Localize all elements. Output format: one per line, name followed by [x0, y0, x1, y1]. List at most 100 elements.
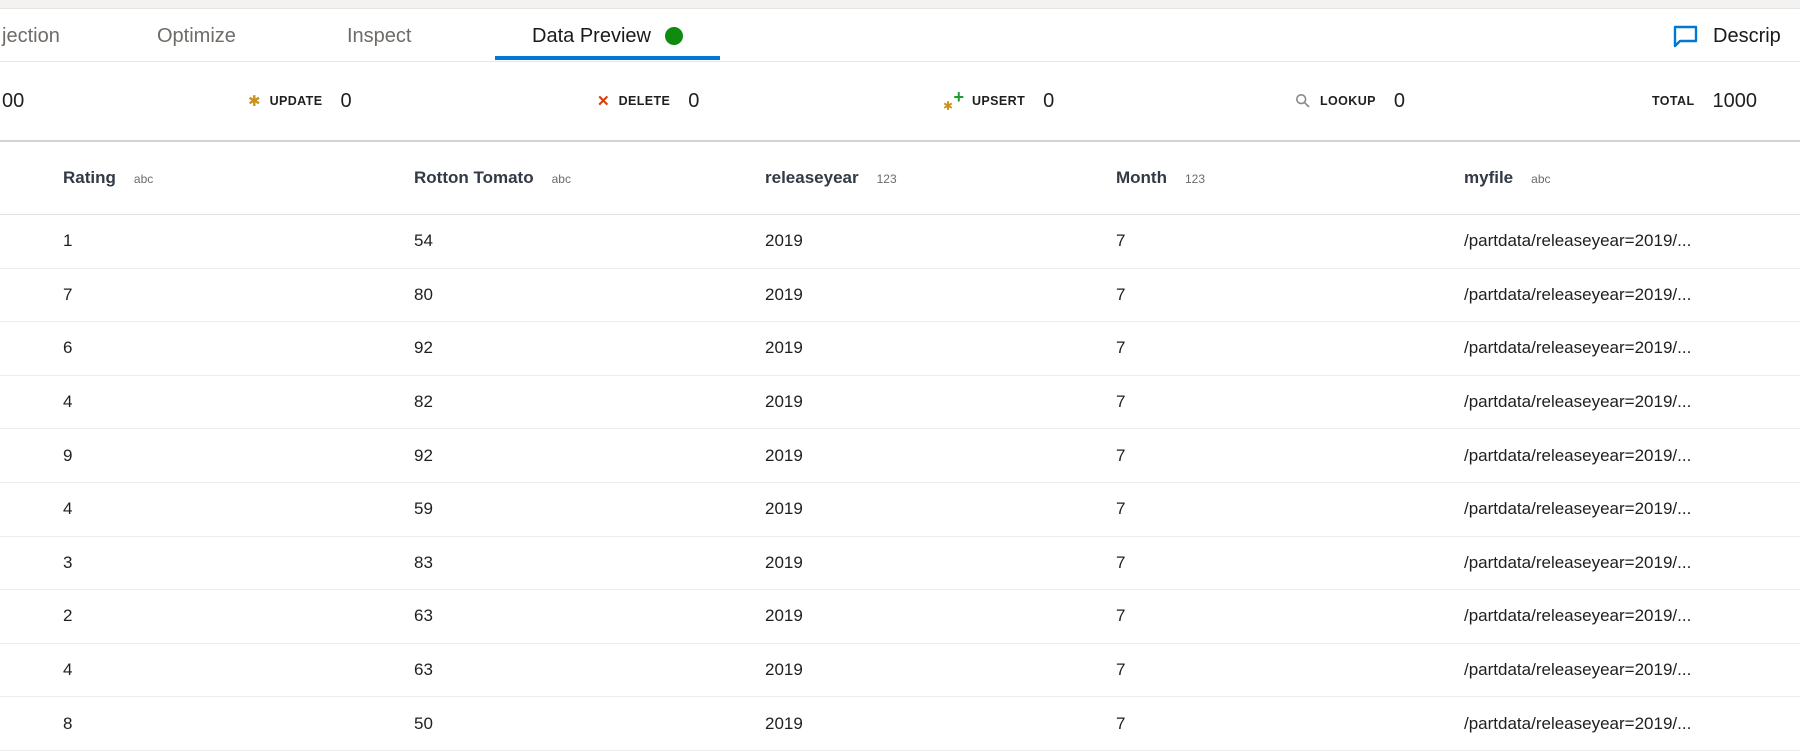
- tab-projection[interactable]: jection: [2, 24, 60, 47]
- table-cell: 2019: [765, 660, 803, 680]
- table-cell: /partdata/releaseyear=2019/...: [1464, 392, 1692, 412]
- table-row: 7 80 2019 7/partdata/releaseyear=2019/...: [0, 269, 1800, 323]
- table-cell: 92: [414, 338, 433, 358]
- stat-label: UPDATE: [269, 94, 323, 108]
- table-cell: 7: [1116, 499, 1126, 519]
- table-cell: 54: [414, 231, 433, 251]
- stat-value: 1000: [1712, 89, 1758, 112]
- table-row: 4 63 2019 7/partdata/releaseyear=2019/...: [0, 644, 1800, 698]
- tab-inspect[interactable]: Inspect: [347, 24, 412, 47]
- table-cell: 7: [1116, 660, 1126, 680]
- lookup-stat: LOOKUP 0: [1295, 62, 1405, 140]
- table-cell: 4: [63, 499, 73, 519]
- update-stat: ✱ UPDATE 0: [248, 62, 352, 140]
- table-cell: 7: [1116, 552, 1126, 572]
- stat-label: DELETE: [618, 94, 671, 108]
- table-cell: /partdata/releaseyear=2019/...: [1464, 284, 1692, 304]
- tab-bar: jection Optimize Inspect Data Preview De…: [0, 10, 1800, 62]
- asterisk-icon: ✱: [248, 92, 261, 110]
- table-row: 3 83 2019 7/partdata/releaseyear=2019/...: [0, 537, 1800, 591]
- table-cell: 7: [1116, 284, 1126, 304]
- comment-icon: [1673, 25, 1698, 48]
- column-header-myfile[interactable]: myfile abc: [1464, 168, 1800, 188]
- column-type-badge: 123: [1184, 172, 1206, 186]
- table-cell: 63: [414, 606, 433, 626]
- column-header-month[interactable]: Month 123: [1116, 168, 1464, 188]
- top-divider: [0, 0, 1800, 9]
- tab-optimize[interactable]: Optimize: [157, 24, 236, 47]
- column-header-rotton-tomato[interactable]: Rotton Tomato abc: [414, 168, 765, 188]
- column-type-badge: 123: [876, 172, 897, 186]
- table-cell: 2: [63, 606, 73, 626]
- table-cell: 80: [414, 284, 433, 304]
- tab-label: Data Preview: [532, 24, 651, 47]
- table-cell: 6: [63, 338, 73, 358]
- table-row: 1 54 2019 7/partdata/releaseyear=2019/...: [0, 215, 1800, 269]
- description-button[interactable]: Descrip: [1672, 10, 1781, 62]
- delete-stat: ✕ DELETE 0: [597, 62, 699, 140]
- table-header-row: Rating abc Rotton Tomato abc releaseyear 123 M…: [0, 142, 1800, 215]
- table-cell: 7: [1116, 392, 1126, 412]
- table-cell: 3: [63, 552, 73, 572]
- table-cell: 2019: [765, 231, 803, 251]
- table-cell: 8: [63, 713, 73, 733]
- insert-count-partial: 00: [2, 89, 25, 112]
- table-cell: 7: [63, 284, 73, 304]
- table-cell: 2019: [765, 499, 803, 519]
- column-type-badge: abc: [133, 172, 154, 186]
- table-cell: 2019: [765, 445, 803, 465]
- column-name: releaseyear: [765, 168, 859, 187]
- column-name: myfile: [1464, 168, 1514, 187]
- table-row: 4 59 2019 7/partdata/releaseyear=2019/...: [0, 483, 1800, 537]
- stat-label: TOTAL: [1651, 94, 1695, 108]
- table-row: 8 50 2019 7/partdata/releaseyear=2019/...: [0, 697, 1800, 751]
- column-type-badge: abc: [1531, 172, 1551, 186]
- table-cell: 4: [63, 392, 73, 412]
- table-row: 6 92 2019 7/partdata/releaseyear=2019/...: [0, 322, 1800, 376]
- table-row: 2 63 2019 7/partdata/releaseyear=2019/...: [0, 590, 1800, 644]
- stat-label: UPSERT: [972, 94, 1026, 108]
- magnifier-icon: [1295, 93, 1310, 108]
- table-cell: 2019: [765, 713, 803, 733]
- table-cell: 83: [414, 552, 433, 572]
- table-cell: 2019: [765, 284, 803, 304]
- table-cell: 92: [414, 445, 433, 465]
- table-cell: /partdata/releaseyear=2019/...: [1464, 660, 1692, 680]
- description-label: Descrip: [1713, 24, 1781, 47]
- preview-table: Rating abc Rotton Tomato abc releaseyear 123 M…: [0, 140, 1800, 751]
- column-name: Month: [1116, 168, 1167, 187]
- table-cell: 7: [1116, 231, 1126, 251]
- table-cell: 1: [63, 231, 73, 251]
- asterisk-plus-icon: ✱ +: [943, 87, 964, 113]
- table-cell: 59: [414, 499, 433, 519]
- debug-ready-dot: [664, 27, 683, 45]
- table-cell: 50: [414, 713, 433, 733]
- tab-data-preview[interactable]: Data Preview: [495, 10, 720, 62]
- table-row: 4 82 2019 7/partdata/releaseyear=2019/...: [0, 376, 1800, 430]
- x-icon: ✕: [597, 92, 610, 110]
- stats-bar: 00 ✱ UPDATE 0 ✕ DELETE 0 ✱ + UPSERT 0 LOO…: [0, 62, 1800, 140]
- table-cell: /partdata/releaseyear=2019/...: [1464, 499, 1692, 519]
- table-cell: 7: [1116, 445, 1126, 465]
- stat-value: 0: [1393, 89, 1405, 112]
- table-cell: 9: [63, 445, 73, 465]
- stat-value: 0: [340, 89, 352, 112]
- table-row: 9 92 2019 7/partdata/releaseyear=2019/...: [0, 429, 1800, 483]
- table-cell: 2019: [765, 606, 803, 626]
- stat-value: 0: [1043, 89, 1055, 112]
- table-cell: /partdata/releaseyear=2019/...: [1464, 606, 1692, 626]
- stat-label: LOOKUP: [1320, 94, 1376, 108]
- table-cell: 7: [1116, 338, 1126, 358]
- table-cell: /partdata/releaseyear=2019/...: [1464, 552, 1692, 572]
- total-stat: TOTAL 1000: [1652, 62, 1757, 140]
- table-cell: 4: [63, 660, 73, 680]
- table-cell: 63: [414, 660, 433, 680]
- table-cell: /partdata/releaseyear=2019/...: [1464, 338, 1692, 358]
- table-cell: 2019: [765, 392, 803, 412]
- table-cell: 82: [414, 392, 433, 412]
- stat-value: 0: [688, 89, 700, 112]
- column-header-releaseyear[interactable]: releaseyear 123: [765, 168, 1116, 188]
- column-header-rating[interactable]: Rating abc: [63, 168, 414, 188]
- column-name: Rating: [63, 168, 116, 187]
